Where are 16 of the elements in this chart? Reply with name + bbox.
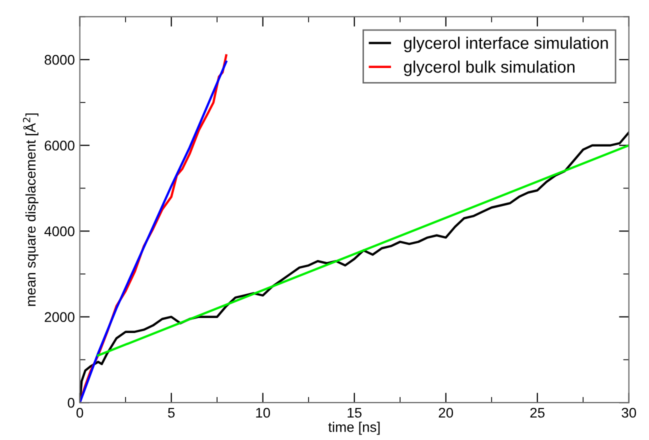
x-tick-label: 30 <box>622 408 636 418</box>
x-tick-label: 5 <box>168 408 175 418</box>
x-tick-label: 0 <box>76 408 84 418</box>
y-tick-label: 6000 <box>44 140 74 151</box>
legend-label: glycerol interface simulation <box>404 36 608 52</box>
legend-label: glycerol bulk simulation <box>404 60 574 76</box>
x-tick-label: 10 <box>256 408 270 418</box>
x-tick-label: 15 <box>348 408 362 418</box>
x-tick-label: 25 <box>530 408 545 418</box>
x-tick-label: 20 <box>438 408 454 418</box>
y-tick-label: 8000 <box>44 54 74 65</box>
y-tick-label: 2000 <box>44 312 74 322</box>
y-axis-title: mean square displacement [Å$^{2}$] <box>22 114 38 306</box>
y-tick-label: 0 <box>68 398 74 408</box>
y-tick-label: 4000 <box>44 226 74 236</box>
x-axis-title: time [ns] <box>328 422 380 435</box>
